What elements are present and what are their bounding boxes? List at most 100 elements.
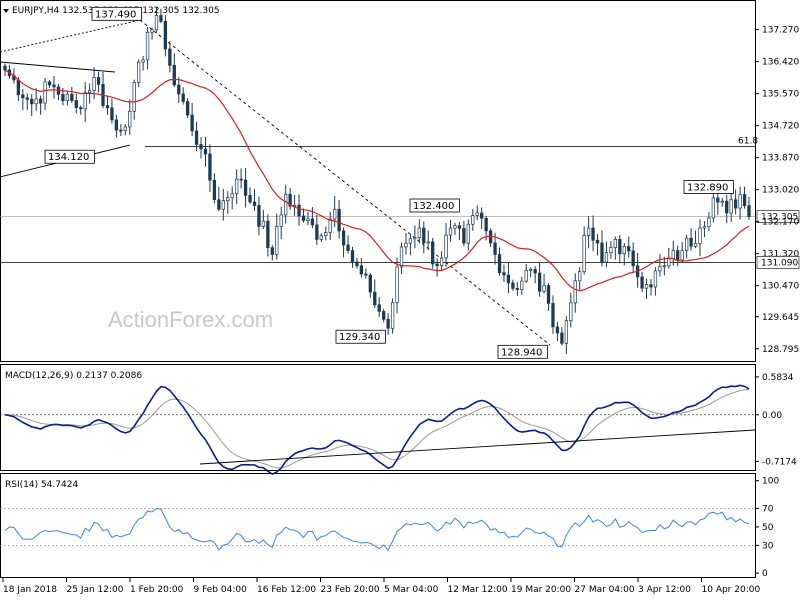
candle-body (578, 271, 582, 282)
candle-body (226, 197, 230, 202)
rsi-tick-label: 50 (762, 523, 774, 533)
candle-body (150, 29, 154, 33)
swing-level-label: 134.120 (48, 152, 89, 163)
candle-body (408, 238, 413, 244)
candle-body (511, 282, 515, 289)
candle-body (448, 227, 453, 236)
candle-body (569, 302, 573, 322)
candle-body (555, 326, 560, 334)
candle-body (279, 214, 283, 227)
candle-body (208, 153, 212, 181)
candle-body (707, 217, 711, 228)
candle-body (604, 252, 609, 263)
macd-tick-label: 0.5834 (762, 373, 794, 383)
candle-body (270, 247, 274, 255)
candle-body (132, 82, 136, 112)
candle-body (439, 257, 444, 267)
candle-body (658, 265, 662, 272)
candle-body (373, 291, 377, 306)
candle-body (742, 194, 747, 207)
price-tick-label: 132.170 (762, 218, 799, 228)
candle-body (480, 212, 484, 219)
moving-average-line (4, 69, 750, 292)
candle-body (199, 144, 203, 150)
candle-body (640, 276, 644, 289)
candle-body (92, 77, 96, 91)
last-price-tag-label: 132.305 (761, 213, 798, 223)
candle-body (105, 105, 110, 109)
candle-body (524, 270, 528, 282)
rsi-tick-label: 100 (762, 477, 779, 487)
candle-body (435, 263, 439, 267)
swing-level-box (497, 344, 548, 359)
candle-body (631, 250, 635, 267)
support-price-tag-label: 131.090 (761, 258, 798, 268)
time-tick-label: 12 Mar 12:00 (448, 585, 508, 595)
candle-body (87, 90, 92, 93)
macd-line (4, 384, 750, 476)
candle-body (119, 129, 123, 132)
candle-body (475, 212, 479, 216)
price-tick-label: 129.645 (762, 313, 799, 323)
candle-body (328, 218, 332, 233)
candle-body (350, 250, 355, 263)
candle-body (627, 246, 631, 252)
candle-body (693, 242, 698, 247)
candle-body (711, 197, 716, 219)
fib-61-8-label: 61.8 (738, 136, 758, 146)
rsi-tick-label: 0 (762, 569, 768, 579)
price-tick-label: 133.020 (762, 186, 799, 196)
candle-body (591, 227, 595, 241)
candle-body (257, 205, 261, 227)
candle-body (43, 81, 47, 104)
candle-body (560, 332, 564, 344)
candle-body (30, 98, 34, 105)
candle-body (128, 110, 132, 128)
candle-body (172, 65, 176, 86)
candle-body (684, 237, 689, 252)
time-tick-label: 16 Feb 12:00 (257, 585, 316, 595)
candle-body (154, 15, 159, 31)
time-tick-label: 1 Feb 20:00 (130, 585, 184, 595)
candle-body (618, 239, 622, 255)
candle-body (110, 107, 114, 121)
swing-level-label: 129.340 (339, 332, 380, 343)
candle-body (733, 199, 738, 209)
candle-body (25, 97, 29, 100)
candle-body (266, 220, 270, 248)
price-tick-label: 135.570 (762, 90, 799, 100)
dropdown-arrow-icon[interactable] (3, 9, 9, 13)
candle-body (377, 304, 381, 312)
upper-dotted-trendline (0, 19, 141, 53)
candle-body (738, 194, 742, 209)
candle-body (212, 179, 217, 201)
time-tick-label: 19 Mar 20:00 (511, 585, 571, 595)
candle-body (159, 15, 163, 22)
candle-body (315, 224, 319, 240)
candle-body (662, 265, 667, 268)
candle-body (3, 65, 7, 71)
candle-body (622, 246, 626, 255)
candle-body (141, 59, 145, 63)
candle-body (243, 179, 248, 196)
candle-body (96, 77, 101, 85)
candle-body (502, 272, 506, 276)
candle-body (573, 280, 577, 304)
candle-body (359, 265, 364, 275)
candle-body (466, 223, 470, 244)
swing-level-label: 132.400 (413, 201, 454, 212)
time-tick-label: 3 Apr 12:00 (638, 585, 691, 595)
candle-body (52, 84, 56, 88)
candle-body (644, 284, 649, 289)
candle-body (649, 284, 653, 288)
candle-body (671, 250, 675, 259)
candle-body (515, 287, 519, 290)
macd-title: MACD(12,26,9) 0.2137 0.2086 (5, 371, 142, 381)
candle-body (284, 193, 288, 216)
candle-body (190, 114, 194, 132)
candle-body (484, 217, 488, 232)
price-tick-label: 134.720 (762, 122, 799, 132)
candle-body (497, 254, 502, 274)
candle-body (390, 302, 395, 329)
rsi-title: RSI(14) 54.7424 (5, 480, 78, 490)
